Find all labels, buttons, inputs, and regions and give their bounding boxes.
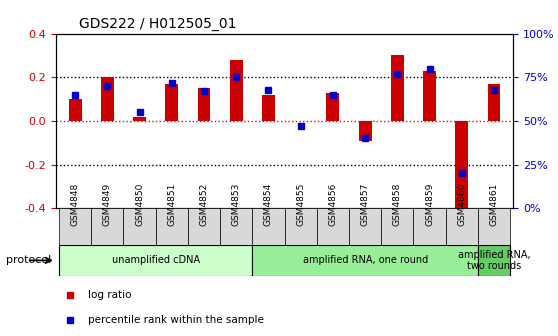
Text: amplified RNA,
two rounds: amplified RNA, two rounds	[458, 250, 530, 271]
Text: GSM4850: GSM4850	[135, 183, 144, 226]
Text: GSM4858: GSM4858	[393, 183, 402, 226]
Bar	[69, 99, 81, 121]
Bar	[165, 84, 178, 121]
Text: amplified RNA, one round: amplified RNA, one round	[302, 255, 428, 265]
Bar	[133, 117, 146, 121]
Text: protocol: protocol	[6, 255, 51, 265]
Text: GSM4854: GSM4854	[264, 183, 273, 226]
FancyBboxPatch shape	[123, 208, 156, 245]
Bar	[262, 95, 275, 121]
Text: GSM4859: GSM4859	[425, 183, 434, 226]
FancyBboxPatch shape	[220, 208, 252, 245]
Bar	[488, 84, 501, 121]
FancyBboxPatch shape	[413, 208, 446, 245]
FancyBboxPatch shape	[252, 245, 478, 276]
FancyBboxPatch shape	[59, 245, 252, 276]
Text: GDS222 / H012505_01: GDS222 / H012505_01	[79, 17, 236, 31]
Text: GSM4855: GSM4855	[296, 183, 305, 226]
Bar	[230, 60, 243, 121]
Text: log ratio: log ratio	[88, 290, 131, 300]
Text: percentile rank within the sample: percentile rank within the sample	[88, 315, 264, 325]
FancyBboxPatch shape	[349, 208, 381, 245]
FancyBboxPatch shape	[285, 208, 317, 245]
Text: unamplified cDNA: unamplified cDNA	[112, 255, 200, 265]
Text: GSM4849: GSM4849	[103, 183, 112, 226]
Text: GSM4851: GSM4851	[167, 183, 176, 226]
Bar	[423, 71, 436, 121]
Text: GSM4853: GSM4853	[232, 183, 240, 226]
FancyBboxPatch shape	[252, 208, 285, 245]
Bar	[455, 121, 468, 215]
Bar	[326, 92, 339, 121]
FancyBboxPatch shape	[59, 208, 92, 245]
FancyBboxPatch shape	[156, 208, 188, 245]
FancyBboxPatch shape	[188, 208, 220, 245]
Bar	[101, 77, 114, 121]
Bar	[198, 88, 210, 121]
Text: GSM4860: GSM4860	[458, 183, 466, 226]
FancyBboxPatch shape	[446, 208, 478, 245]
Text: GSM4848: GSM4848	[71, 183, 80, 226]
Text: GSM4861: GSM4861	[489, 183, 498, 226]
Text: GSM4856: GSM4856	[329, 183, 338, 226]
Bar	[391, 55, 404, 121]
Bar	[359, 121, 372, 140]
FancyBboxPatch shape	[478, 245, 510, 276]
FancyBboxPatch shape	[317, 208, 349, 245]
FancyBboxPatch shape	[478, 208, 510, 245]
Text: GSM4857: GSM4857	[360, 183, 369, 226]
FancyBboxPatch shape	[381, 208, 413, 245]
Text: GSM4852: GSM4852	[200, 183, 209, 226]
FancyBboxPatch shape	[92, 208, 123, 245]
